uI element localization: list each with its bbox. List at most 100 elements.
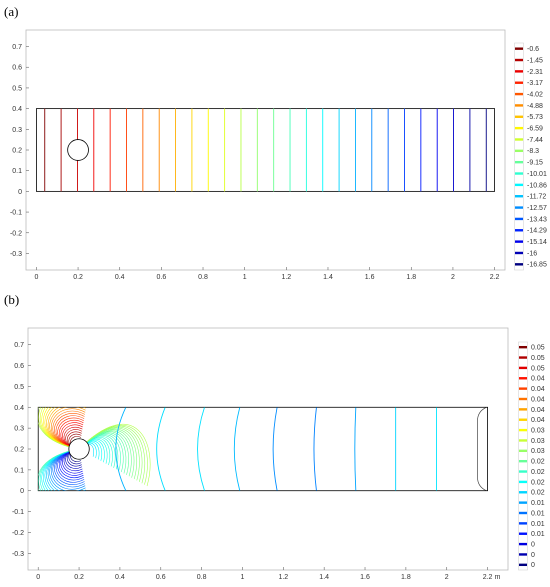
- colorbar-swatch: [519, 532, 527, 535]
- colorbar-label: -14.29: [527, 228, 547, 235]
- colorbar-swatch: [519, 501, 527, 504]
- y-tick-label: -0.3: [12, 551, 24, 558]
- x-unit-label: m: [495, 574, 501, 581]
- contour-line: [52, 448, 85, 488]
- x-tick-label: 1.8: [401, 574, 411, 581]
- colorbar-frame: [518, 341, 528, 571]
- contour-line: [38, 407, 80, 450]
- x-tick-label: 2: [445, 574, 449, 581]
- colorbar-swatch: [519, 366, 527, 370]
- contour-line: [115, 407, 127, 491]
- x-tick-label: 2.2: [490, 274, 500, 281]
- colorbar-label: -4.02: [527, 91, 543, 98]
- panel-label-a: (a): [4, 4, 19, 19]
- contour-line: [78, 426, 143, 482]
- contour-line: [313, 407, 317, 491]
- colorbar-swatch: [515, 240, 523, 243]
- colorbar-swatch: [519, 459, 527, 463]
- colorbar-swatch: [515, 138, 523, 141]
- colorbar-swatch: [515, 183, 523, 187]
- colorbar-swatch: [515, 149, 523, 153]
- y-tick-label: 0: [20, 488, 24, 495]
- colorbar-label: -15.14: [527, 239, 547, 246]
- y-tick-label: -0.1: [10, 210, 22, 217]
- colorbar-label: 0.04: [531, 396, 545, 403]
- colorbar-swatch: [515, 104, 523, 107]
- colorbar-label: 0.03: [531, 448, 545, 455]
- colorbar-swatch: [519, 553, 527, 556]
- colorbar-label: 0.01: [531, 500, 545, 507]
- colorbar-label: -1.45: [527, 57, 543, 64]
- x-tick-label: 0.2: [74, 574, 84, 581]
- colorbar-label: 0.04: [531, 417, 545, 424]
- contour-line: [50, 408, 86, 450]
- colorbar-label: 0: [531, 541, 535, 548]
- colorbar-label: 0.05: [531, 345, 545, 352]
- colorbar-swatch: [515, 229, 523, 232]
- y-tick-label: 0.6: [12, 65, 22, 72]
- colorbar-label: -11.72: [527, 194, 546, 201]
- plot-frame: [25, 29, 506, 271]
- colorbar-label: 0.04: [531, 376, 545, 383]
- colorbar-swatch: [515, 115, 523, 118]
- x-tick-label: 0.6: [156, 574, 166, 581]
- colorbar-label: -10.86: [527, 182, 547, 189]
- colorbar-swatch: [515, 217, 523, 221]
- plot-frame: [27, 327, 509, 571]
- contour-line: [39, 407, 80, 450]
- colorbar-swatch: [519, 511, 527, 515]
- x-tick-label: 0: [36, 574, 40, 581]
- contour-group: [38, 407, 487, 491]
- domain-boundary: [36, 108, 495, 192]
- domain-boundary: [37, 406, 488, 492]
- colorbar-swatch: [515, 81, 523, 84]
- colorbar-swatch: [519, 439, 527, 442]
- contour-line: [38, 448, 80, 491]
- y-tick-label: 0.5: [12, 85, 22, 92]
- colorbar-swatch: [515, 172, 523, 175]
- colorbar-label: 0.05: [531, 365, 545, 372]
- x-tick-label: 1.6: [365, 274, 375, 281]
- colorbar-label: 0.03: [531, 438, 545, 445]
- contour-line: [43, 448, 80, 491]
- x-tick-label: 0: [34, 274, 38, 281]
- x-tick-label: 1.4: [323, 274, 333, 281]
- x-tick-label: 2.2: [483, 574, 493, 581]
- colorbar-label: 0.01: [531, 521, 545, 528]
- y-tick-label: 0.1: [12, 168, 22, 175]
- y-tick-label: 0.2: [12, 148, 22, 155]
- y-tick-label: -0.2: [10, 230, 22, 237]
- colorbar-label: 0.04: [531, 407, 545, 414]
- chart-a: 0 0.2 0.4 0.6 0.8 1 1.2 1.4 1.6 1.8 2 2.2 -0.3 -0.2 -0…: [10, 29, 547, 281]
- contour-line: [41, 448, 80, 491]
- colorbar-swatch: [515, 263, 523, 266]
- colorbar-label: -9.15: [527, 160, 543, 167]
- colorbar-label: -16.85: [527, 262, 547, 269]
- colorbar-swatch: [519, 356, 527, 359]
- colorbar-swatch: [519, 345, 527, 349]
- colorbar-swatch: [519, 408, 527, 411]
- colorbar-label: 0.02: [531, 479, 545, 486]
- contour-line: [52, 410, 85, 450]
- colorbar-swatch: [519, 480, 527, 484]
- cylinder-obstacle: [68, 438, 90, 460]
- colorbar-frame: [514, 42, 524, 271]
- colorbar-label: 0.02: [531, 490, 545, 497]
- x-tick-label: 2: [451, 274, 455, 281]
- colorbar-label: 0.05: [531, 355, 545, 362]
- colorbar-label: -0.6: [527, 46, 539, 53]
- colorbar-swatch: [519, 387, 527, 390]
- contour-line: [38, 448, 80, 491]
- y-tick-label: -0.2: [12, 530, 24, 537]
- contour-line: [272, 407, 278, 491]
- colorbar-label: 0.01: [531, 531, 545, 538]
- chart-b: 0 0.2 0.4 0.6 0.8 1 1.2 1.4 1.6 1.8 2 2.2 m -0.3 -0.2 -…: [12, 327, 545, 581]
- contour-line: [78, 428, 137, 480]
- contour-line: [39, 448, 80, 491]
- y-tick-label: 0.1: [14, 467, 24, 474]
- colorbar-label: 0.02: [531, 459, 545, 466]
- colorbar-swatch: [515, 70, 523, 73]
- x-tick-label: 1.4: [319, 574, 329, 581]
- x-tick-label: 0.4: [115, 574, 125, 581]
- contour-line: [78, 427, 140, 481]
